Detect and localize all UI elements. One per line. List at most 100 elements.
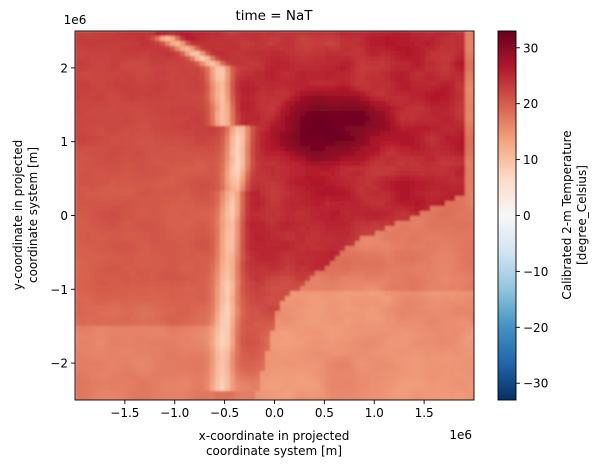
heatmap-cell (220, 246, 226, 252)
heatmap-cell (270, 276, 276, 282)
heatmap-cell (145, 276, 151, 282)
heatmap-cell (215, 126, 221, 132)
heatmap-cell (275, 61, 281, 67)
heatmap-cell (185, 136, 191, 142)
heatmap-cell (315, 141, 321, 147)
heatmap-cell (85, 306, 91, 312)
heatmap-cell (90, 96, 96, 102)
heatmap-cell (345, 326, 351, 332)
heatmap-cell (210, 261, 216, 267)
heatmap-cell (375, 81, 381, 87)
heatmap-cell (335, 166, 341, 172)
heatmap-cell (120, 256, 126, 262)
heatmap-cell (465, 221, 471, 227)
heatmap-cell (115, 326, 121, 332)
heatmap-cell (155, 286, 161, 292)
heatmap-cell (145, 61, 151, 67)
heatmap-cell (460, 86, 466, 92)
heatmap-cell (380, 226, 386, 232)
heatmap-cell (195, 336, 201, 342)
heatmap-cell (285, 81, 291, 87)
heatmap-cell (450, 266, 456, 272)
heatmap-cell (310, 181, 316, 187)
heatmap-cell (310, 286, 316, 292)
heatmap-cell (315, 136, 321, 142)
heatmap-cell (420, 231, 426, 237)
heatmap-cell (180, 31, 186, 37)
heatmap-cell (265, 326, 271, 332)
heatmap-cell (285, 156, 291, 162)
heatmap-cell (270, 111, 276, 117)
heatmap-cell (410, 66, 416, 72)
heatmap-cell (100, 56, 106, 62)
heatmap-cell (300, 101, 306, 107)
heatmap-cell (75, 271, 81, 277)
heatmap-cell (210, 206, 216, 212)
heatmap-cell (465, 186, 471, 192)
heatmap-cell (180, 291, 186, 297)
heatmap-cell (105, 131, 111, 137)
heatmap-cell (175, 246, 181, 252)
heatmap-cell (310, 146, 316, 152)
heatmap-cell (180, 316, 186, 322)
heatmap-cell (190, 166, 196, 172)
heatmap-cell (465, 286, 471, 292)
heatmap-cell (450, 46, 456, 52)
heatmap-cell (410, 226, 416, 232)
heatmap-cell (160, 201, 166, 207)
heatmap-cell (85, 36, 91, 42)
heatmap-cell (240, 281, 246, 287)
heatmap-cell (105, 101, 111, 107)
heatmap-cell (180, 231, 186, 237)
heatmap-cell (395, 301, 401, 307)
heatmap-cell (100, 291, 106, 297)
heatmap-cell (445, 236, 451, 242)
heatmap-cell (240, 66, 246, 72)
heatmap-cell (280, 86, 286, 92)
heatmap-cell (260, 111, 266, 117)
heatmap-cell (470, 291, 474, 297)
heatmap-cell (330, 231, 336, 237)
heatmap-cell (385, 291, 391, 297)
heatmap-cell (265, 136, 271, 142)
heatmap-cell (470, 141, 474, 147)
heatmap-cell (160, 216, 166, 222)
heatmap-cell (165, 176, 171, 182)
heatmap-cell (420, 206, 426, 212)
heatmap-cell (330, 241, 336, 247)
heatmap-cell (450, 286, 456, 292)
heatmap-cell (470, 131, 474, 137)
heatmap-cell (305, 86, 311, 92)
heatmap-cell (385, 321, 391, 327)
heatmap-cell (380, 281, 386, 287)
heatmap-cell (240, 116, 246, 122)
heatmap-cell (190, 146, 196, 152)
heatmap-cell (435, 266, 441, 272)
heatmap-cell (400, 171, 406, 177)
heatmap-cell (470, 311, 474, 317)
heatmap-cell (240, 96, 246, 102)
heatmap-cell (145, 221, 151, 227)
heatmap-cell (345, 261, 351, 267)
heatmap-cell (370, 281, 376, 287)
heatmap-cell (460, 186, 466, 192)
heatmap-cell (390, 146, 396, 152)
heatmap-cell (450, 246, 456, 252)
heatmap-cell (360, 186, 366, 192)
heatmap-cell (215, 61, 221, 67)
heatmap-cell (245, 246, 251, 252)
heatmap-cell (140, 221, 146, 227)
heatmap-cell (340, 241, 346, 247)
heatmap-cell (435, 311, 441, 317)
heatmap-cell (460, 171, 466, 177)
heatmap-cell (445, 146, 451, 152)
heatmap-cell (220, 171, 226, 177)
heatmap-cell (290, 131, 296, 137)
heatmap-cell (315, 261, 321, 267)
heatmap-cell (270, 121, 276, 127)
heatmap-cell (435, 36, 441, 42)
heatmap-cell (360, 136, 366, 142)
heatmap-cell (435, 41, 441, 47)
heatmap-cell (140, 41, 146, 47)
heatmap-cell (155, 216, 161, 222)
